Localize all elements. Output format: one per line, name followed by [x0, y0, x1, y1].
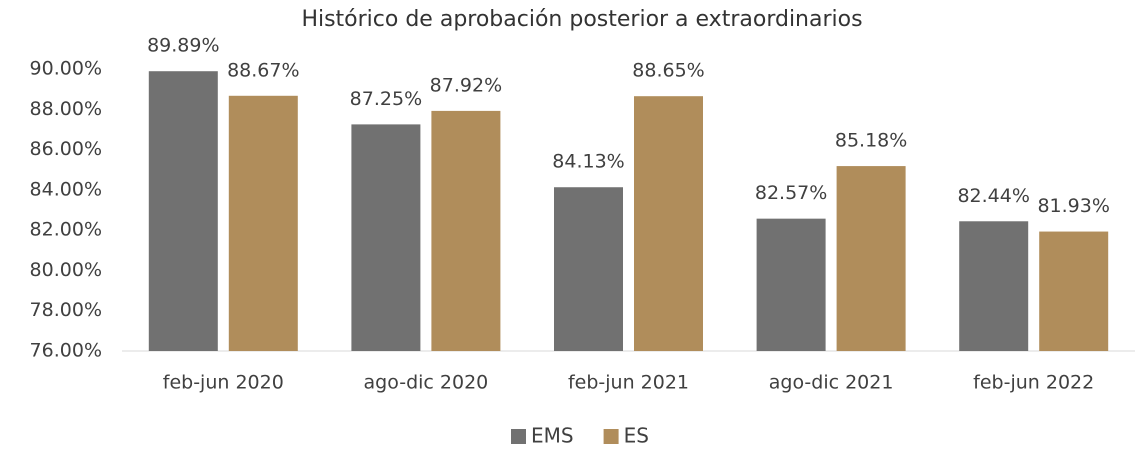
bar — [431, 110, 501, 351]
x-tick-label: feb-jun 2020 — [163, 372, 284, 394]
value-label: 82.57% — [755, 182, 827, 204]
chart-title: Histórico de aprobación posterior a extr… — [301, 7, 862, 32]
legend-label: EMS — [531, 424, 574, 448]
bar — [351, 124, 421, 352]
y-tick-label: 90.00% — [30, 58, 102, 80]
x-tick-label: feb-jun 2021 — [568, 372, 689, 394]
y-tick-label: 84.00% — [30, 178, 102, 200]
y-tick-label: 88.00% — [30, 98, 102, 120]
x-tick-label: feb-jun 2022 — [973, 372, 1094, 394]
y-tick-label: 76.00% — [30, 340, 102, 362]
value-label: 88.67% — [227, 59, 299, 81]
y-tick-label: 78.00% — [30, 299, 102, 321]
y-tick-label: 82.00% — [30, 219, 102, 241]
value-label: 89.89% — [147, 35, 219, 57]
bar — [228, 95, 298, 351]
value-label: 87.25% — [350, 88, 422, 110]
x-tick-label: ago-dic 2020 — [364, 372, 489, 394]
bar — [756, 218, 826, 351]
legend-swatch — [511, 429, 526, 444]
legend-label: ES — [624, 424, 649, 448]
bar — [554, 187, 623, 351]
bar — [959, 221, 1029, 351]
value-label: 85.18% — [835, 130, 907, 152]
value-label: 87.92% — [430, 74, 502, 96]
y-tick-label: 80.00% — [30, 259, 102, 281]
x-tick-label: ago-dic 2021 — [769, 372, 894, 394]
legend-swatch — [603, 429, 619, 444]
bar — [1039, 231, 1109, 351]
value-label: 88.65% — [632, 60, 704, 82]
bar — [836, 166, 906, 351]
value-label: 81.93% — [1037, 195, 1109, 217]
value-label: 82.44% — [957, 185, 1029, 207]
bar — [634, 96, 703, 351]
value-label: 84.13% — [552, 151, 624, 173]
bar — [148, 71, 218, 352]
y-tick-label: 86.00% — [30, 138, 102, 160]
